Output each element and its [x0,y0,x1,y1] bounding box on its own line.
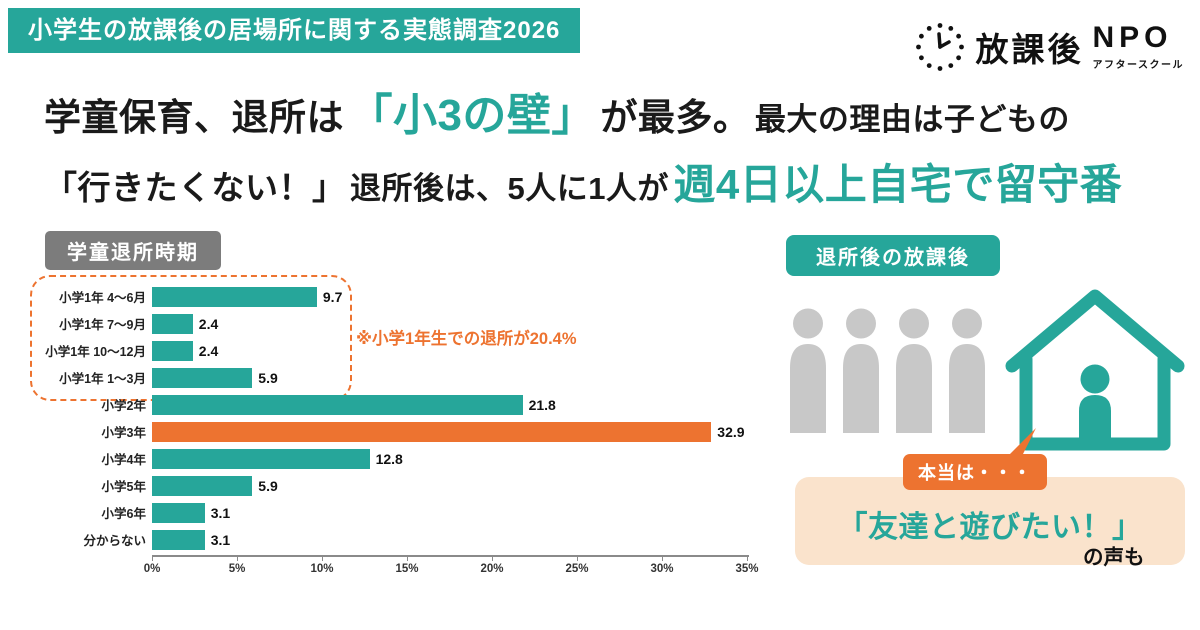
bar-value: 3.1 [210,504,231,521]
axis-tick-label: 35% [735,563,759,575]
axis-tick [662,557,663,561]
headline-seg: 退所後は、5人に1人が [349,171,669,206]
axis-tick [492,557,493,561]
x-axis: 0% 5% 10% 15% 20% 25% 30% 35% [144,555,759,577]
person-silhouette-icon [790,308,826,433]
logo: 放課後 NPO アフタースクール [913,20,1185,74]
axis-tick [407,557,408,561]
category-label: 小学3年 [101,426,146,440]
axis-tick-label: 10% [310,563,334,575]
banner: 小学生の放課後の居場所に関する実態調査2026 [8,8,581,53]
person-silhouette-icon [949,308,985,433]
right-panel-badge: 退所後の放課後 [786,235,1000,276]
bar-value: 5.9 [258,477,278,494]
bar-value: 21.8 [528,396,556,413]
headline-seg: が最多。 [600,97,751,138]
child-at-home-icon [1079,364,1111,444]
bar-value: 2.4 [198,342,219,359]
chart-row: 小学5年 5.9 [34,472,774,499]
headline: 学童保育、退所は 「小3の壁」 が最多。 最大の理由は子どもの 「行きたくない！… [44,86,1174,224]
bar [152,502,205,523]
bar [152,394,523,415]
category-label: 小学5年 [101,480,146,494]
category-label: 小学2年 [101,399,146,413]
bar-value: 9.7 [322,288,343,305]
bar [152,367,253,388]
bar-value: 5.9 [258,369,278,386]
axis-tick [747,557,748,561]
speech-bubble-tail [1004,428,1036,460]
bar-value: 12.8 [375,450,403,467]
headline-line-1: 学童保育、退所は 「小3の壁」 が最多。 最大の理由は子どもの [44,86,1174,156]
house-icon [1005,289,1185,451]
axis-tick-label: 25% [565,563,589,575]
chart-title-badge: 学童退所時期 [45,231,221,270]
person-silhouette-icon [843,308,879,433]
chart-row: 小学6年 3.1 [34,499,774,526]
clock-logo-icon [915,23,964,71]
chart-row: 小学1年 7〜9月 2.4 [34,310,774,337]
bar [152,340,193,361]
category-label: 分からない [83,534,146,548]
logo-text-main: 放課後 [975,31,1084,68]
bar [152,286,317,307]
chart-row: 分からない 3.1 [34,526,774,553]
bar-value: 32.9 [717,423,745,440]
bar-chart: 小学1年 4〜6月 9.7 小学1年 7〜9月 2.4 小学1年 10〜12月 2.4 小学… [30,275,774,593]
chart-row: 小学1年 4〜6月 9.7 [34,283,774,310]
chart-row: 小学2年 21.8 [34,391,774,418]
headline-highlight: 「小3の壁」 [348,91,596,140]
axis-tick-label: 20% [480,563,504,575]
bar [152,448,370,469]
axis-tick-label: 5% [228,563,246,575]
bar [152,529,205,550]
logo-text-sub: アフタースクール [1092,60,1184,71]
chart-row: 小学3年 32.9 [34,418,774,445]
axis-tick-label: 15% [395,563,419,575]
category-label: 小学6年 [101,507,146,521]
headline-seg: 「行きたくない！」 [44,169,346,206]
axis-tick-label: 0% [143,563,161,575]
category-label: 小学1年 1〜3月 [59,372,146,386]
category-label: 小学1年 7〜9月 [59,318,146,332]
axis-tick [237,557,238,561]
category-label: 小学1年 4〜6月 [59,291,146,305]
speech-bubble: 本当は・・・ [903,454,1047,490]
bar-value: 3.1 [210,531,231,548]
children-silhouettes [790,308,985,433]
bar [152,475,253,496]
person-silhouette-icon [896,308,932,433]
axis-tick [152,557,153,561]
category-label: 小学1年 10〜12月 [45,345,146,359]
chart-row: 小学4年 12.8 [34,445,774,472]
quote-box: 「友達と遊びたい！」 [795,477,1185,565]
banner-title: 小学生の放課後の居場所に関する実態調査2026 [28,17,561,44]
logo-text-npo: NPO [1092,21,1173,54]
headline-highlight: 週4日以上自宅で留守番 [673,161,1123,208]
chart-rows: 小学1年 4〜6月 9.7 小学1年 7〜9月 2.4 小学1年 10〜12月 2.4 小学… [34,283,774,553]
headline-line-2: 「行きたくない！」 退所後は、5人に1人が 週4日以上自宅で留守番 [44,156,1174,224]
quote-text: 「友達と遊びたい！」 [837,511,1143,544]
axis-tick [577,557,578,561]
category-label: 小学4年 [101,453,146,467]
chart-annotation: ※小学1年生での退所が20.4% [356,330,577,348]
headline-seg: 学童保育、退所は [44,97,344,138]
bar [152,313,193,334]
quote-suffix: の声も [1083,546,1145,569]
bar-value: 2.4 [198,315,219,332]
bar [152,421,712,442]
axis-tick-label: 30% [650,563,674,575]
logo-text-column: NPO アフタースクール [1092,21,1185,72]
chart-row: 小学1年 10〜12月 2.4 [34,337,774,364]
axis-tick [322,557,323,561]
headline-seg: 最大の理由は子どもの [754,102,1070,137]
chart-row: 小学1年 1〜3月 5.9 [34,364,774,391]
